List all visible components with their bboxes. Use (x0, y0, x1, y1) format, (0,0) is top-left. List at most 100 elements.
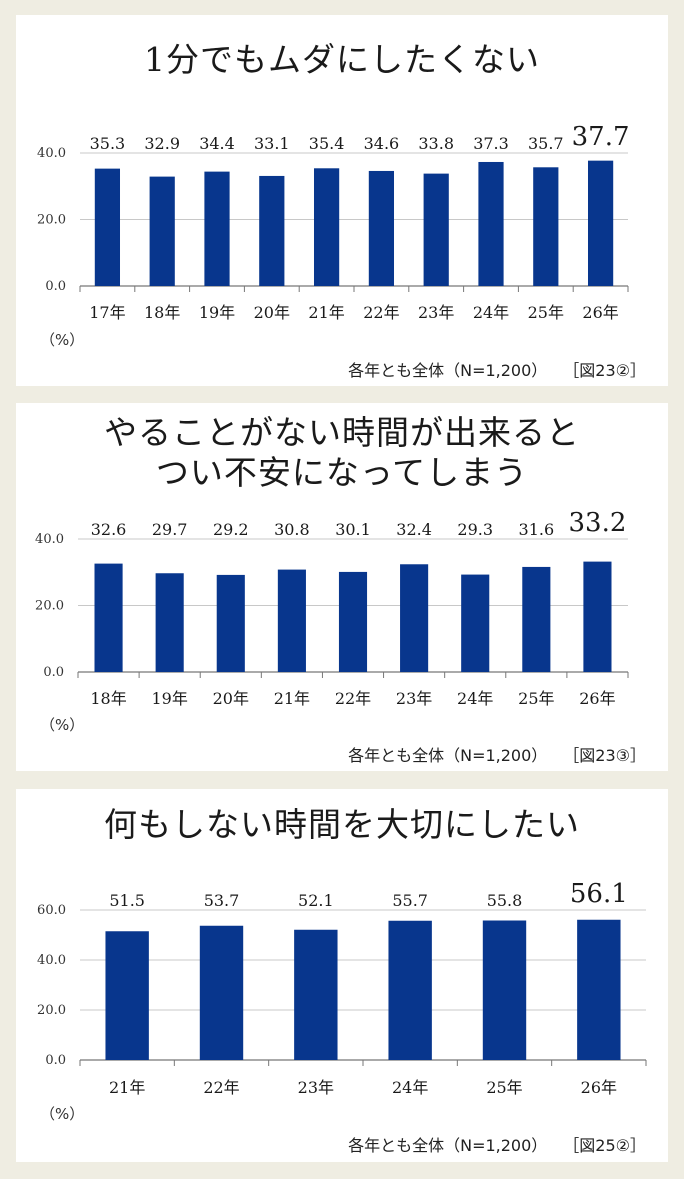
x-tick-label: 22年 (335, 689, 371, 708)
x-tick-label: 23年 (418, 303, 454, 322)
x-tick-label: 26年 (581, 1078, 617, 1097)
figure-ref: ［図23②］ (563, 361, 646, 380)
data-label: 52.1 (298, 891, 334, 910)
bar (259, 175, 285, 286)
bar (388, 920, 432, 1060)
data-label: 37.3 (473, 134, 509, 153)
sample-note: 各年とも全体（N=1,200） (348, 746, 548, 765)
data-label: 55.8 (487, 891, 523, 910)
chart-panel-2: やることがない時間が出来ると つい不安になってしまう 0.0 20.0 40.0 32… (16, 403, 668, 771)
chart-title-line: 何もしない時間を大切にしたい (104, 805, 580, 844)
data-label: 29.2 (213, 520, 249, 539)
data-label: 55.7 (392, 891, 428, 910)
data-label: 29.7 (152, 520, 188, 539)
bar (368, 170, 395, 286)
bar (461, 574, 490, 672)
chart-panel-3: 何もしない時間を大切にしたい 0.0 20.0 40.0 60.0 51.5 21年 53.… (16, 789, 668, 1162)
x-tick-label: 25年 (518, 689, 554, 708)
bar (533, 167, 559, 286)
data-label: 31.6 (519, 520, 555, 539)
y-tick-label: 40.0 (37, 953, 66, 968)
x-tick-label: 21年 (109, 1078, 145, 1097)
sample-note: 各年とも全体（N=1,200） (348, 1136, 548, 1155)
data-label: 30.8 (274, 520, 310, 539)
figure-ref: ［図23③］ (563, 746, 646, 765)
unit-label: （%） (40, 716, 85, 734)
x-tick-label: 19年 (199, 303, 235, 322)
x-tick-label: 18年 (90, 689, 126, 708)
y-tick-label: 20.0 (35, 599, 64, 614)
bar (277, 569, 306, 672)
data-label: 33.2 (568, 508, 626, 538)
data-label: 34.6 (364, 134, 400, 153)
bar (313, 168, 340, 286)
bar (199, 925, 244, 1060)
data-label: 53.7 (204, 891, 240, 910)
chart-title-line: つい不安になってしまう (155, 453, 529, 492)
bar (482, 920, 527, 1060)
x-tick-label: 24年 (473, 303, 509, 322)
x-tick-label: 25年 (486, 1078, 522, 1097)
data-label: 32.9 (144, 134, 180, 153)
bar (583, 561, 612, 672)
footnote: 各年とも全体（N=1,200） ［図23③］ (348, 742, 646, 766)
x-tick-label: 21年 (308, 303, 344, 322)
data-label: 35.4 (309, 134, 345, 153)
y-tick-label: 20.0 (37, 1003, 66, 1018)
bar-chart: 0.0 20.0 40.0 32.6 18年 29.7 19年 29.2 20年 30.8 21年 3… (35, 508, 629, 708)
bar-chart: 0.0 20.0 40.0 60.0 51.5 21年 53.7 22年 52.1 23年 55.7… (37, 879, 647, 1097)
y-tick-label: 0.0 (45, 279, 66, 294)
bar (338, 571, 368, 672)
data-label: 35.3 (90, 134, 126, 153)
x-tick-label: 21年 (274, 689, 310, 708)
data-label: 56.1 (570, 879, 628, 909)
x-tick-label: 20年 (213, 689, 249, 708)
chart-title-line: やることがない時間が出来ると (104, 413, 580, 452)
y-tick-label: 40.0 (35, 532, 64, 547)
data-label: 32.6 (91, 520, 127, 539)
x-tick-label: 23年 (298, 1078, 334, 1097)
data-label: 35.7 (528, 134, 564, 153)
unit-label: （%） (40, 1105, 85, 1123)
data-label: 33.8 (418, 134, 454, 153)
unit-label: （%） (40, 331, 85, 349)
sample-note: 各年とも全体（N=1,200） (348, 361, 548, 380)
x-tick-label: 23年 (396, 689, 432, 708)
bar (423, 173, 449, 286)
x-tick-label: 22年 (363, 303, 399, 322)
bar (149, 176, 175, 286)
data-label: 37.7 (572, 122, 630, 152)
y-tick-label: 0.0 (43, 665, 64, 680)
x-tick-label: 24年 (392, 1078, 428, 1097)
bar (400, 564, 429, 672)
bar (522, 566, 551, 672)
bar (94, 563, 123, 672)
bar (155, 573, 184, 672)
footnote: 各年とも全体（N=1,200） ［図23②］ (348, 357, 646, 381)
bar (105, 931, 149, 1060)
bar-chart: 0.0 20.0 40.0 35.3 17年 32.9 18年 34.4 19年 33.1 20年 3… (37, 122, 630, 322)
x-tick-label: 24年 (457, 689, 493, 708)
y-tick-label: 60.0 (37, 903, 66, 918)
x-tick-label: 18年 (144, 303, 180, 322)
chart-title: やることがない時間が出来ると つい不安になってしまう (16, 413, 668, 493)
x-tick-label: 20年 (254, 303, 290, 322)
bar (204, 171, 230, 286)
chart-panel-1: 1分でもムダにしたくない 0.0 20.0 40.0 35.3 17年 32.9 18年 34… (16, 15, 668, 386)
data-label: 32.4 (396, 520, 432, 539)
data-label: 51.5 (109, 891, 145, 910)
y-tick-label: 20.0 (37, 213, 66, 228)
data-label: 30.1 (335, 520, 371, 539)
x-tick-label: 22年 (203, 1078, 239, 1097)
chart-title: 1分でもムダにしたくない (16, 40, 668, 80)
bar (94, 168, 121, 286)
figure-ref: ［図25②］ (563, 1136, 646, 1155)
bar (587, 160, 614, 286)
footnote: 各年とも全体（N=1,200） ［図25②］ (348, 1132, 646, 1156)
bar (478, 161, 504, 286)
x-tick-label: 26年 (579, 689, 615, 708)
x-tick-label: 19年 (151, 689, 187, 708)
chart-title: 何もしない時間を大切にしたい (16, 805, 668, 845)
y-tick-label: 40.0 (37, 146, 66, 161)
data-label: 33.1 (254, 134, 290, 153)
